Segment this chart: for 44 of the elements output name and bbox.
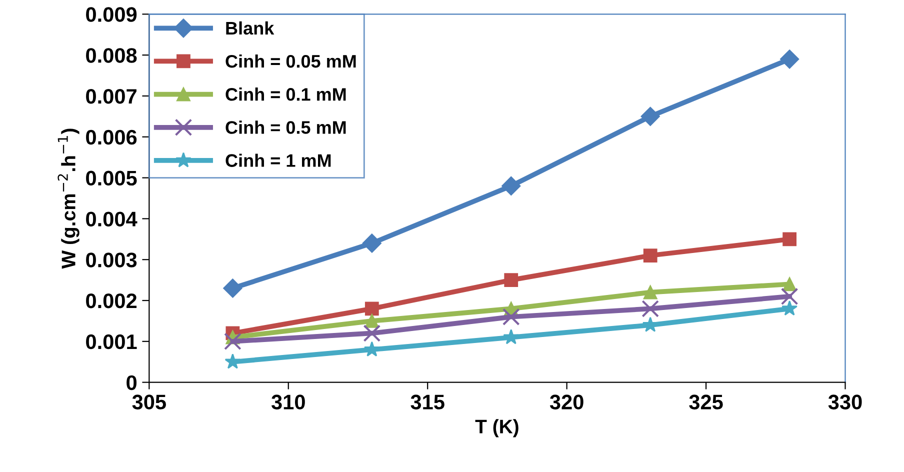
y-tick-label: 0.001 (86, 334, 137, 350)
point (224, 354, 241, 369)
x-tick-label: 325 (689, 394, 723, 410)
y-tick-label: 0.005 (86, 170, 137, 186)
point (782, 277, 796, 292)
point (642, 300, 660, 318)
point (223, 278, 242, 298)
y-tick-label: 0 (126, 375, 136, 390)
y-tick-label: 0.002 (86, 294, 137, 308)
y-axis-title: W (g.cm$^{−2}$.h$^{−1}$) (58, 128, 80, 269)
x-tick-label: 330 (828, 394, 862, 410)
legend-label: Blank (226, 21, 274, 35)
x-tick-label: 310 (271, 394, 305, 410)
point (362, 234, 382, 253)
point (780, 288, 798, 306)
point (503, 328, 520, 344)
y-tick-label: 0.006 (86, 130, 137, 145)
y-tick-label: 0.003 (86, 252, 137, 268)
point (643, 248, 658, 262)
point (364, 314, 379, 328)
point (224, 332, 242, 350)
y-tick-label: 0.009 (86, 7, 137, 22)
point (502, 176, 521, 196)
point (782, 300, 798, 316)
y-tick-label: 0.007 (86, 88, 136, 104)
legend-label: Cinh = 0.1 mM (226, 88, 346, 101)
point (363, 324, 381, 342)
x-tick-label: 320 (550, 394, 584, 410)
legend-label: Cinh = 0.05 mM (226, 54, 356, 68)
point (780, 50, 800, 69)
y-tick-label: 0.004 (86, 212, 138, 226)
point (504, 273, 518, 287)
legend-label: Cinh = 0.5 mM (226, 120, 346, 134)
point (502, 308, 520, 326)
y-tick-label: 0.008 (86, 48, 137, 63)
point (643, 285, 658, 300)
x-axis-title: T (K) (475, 419, 518, 438)
legend-label: Cinh = 1 mM (226, 154, 331, 167)
x-tick-label: 315 (410, 394, 444, 410)
point (364, 302, 379, 316)
x-tick-label: 305 (132, 394, 166, 410)
point (782, 232, 796, 246)
point (640, 106, 660, 126)
point (364, 341, 380, 356)
